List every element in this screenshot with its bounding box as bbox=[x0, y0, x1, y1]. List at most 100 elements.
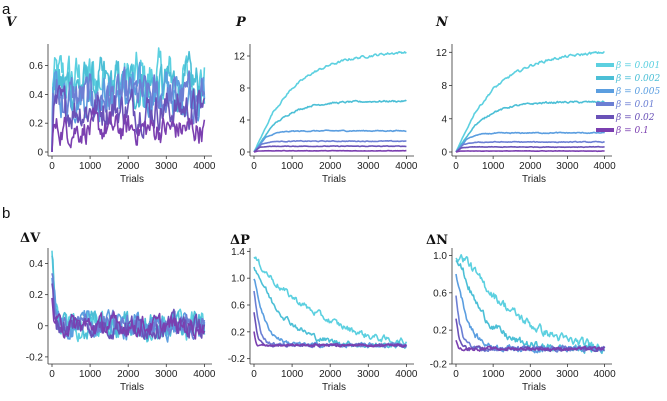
series-line bbox=[455, 339, 606, 352]
chart-panel: 0 1000 2000 3000 4000 -0.2 0.2 0.6 1.0 Trials ΔN bbox=[426, 233, 616, 393]
legend-entry: β = 0.01 bbox=[596, 100, 655, 110]
y-tick-label: -0.2 bbox=[26, 352, 44, 363]
series-line bbox=[455, 254, 605, 353]
y-tick-label: 0.2 bbox=[29, 119, 43, 130]
legend-entry: β = 0.1 bbox=[596, 126, 649, 136]
y-tick-label: 0.2 bbox=[433, 326, 447, 337]
x-axis-label: Trials bbox=[522, 174, 546, 185]
x-axis-label: Trials bbox=[322, 174, 346, 185]
x-tick-label: 4000 bbox=[193, 369, 216, 380]
y-tick-label: 0 bbox=[37, 321, 43, 332]
y-tick-label: 0.6 bbox=[231, 301, 245, 312]
y-tick-label: 0.2 bbox=[29, 290, 43, 301]
y-tick-label: 0.4 bbox=[29, 90, 43, 101]
x-tick-label: 0 bbox=[49, 369, 55, 380]
series-line bbox=[253, 139, 407, 153]
series-line bbox=[455, 131, 606, 153]
legend-label: β = 0.005 bbox=[615, 87, 661, 97]
x-tick-label: 4000 bbox=[193, 161, 216, 172]
legend-label: β = 0.002 bbox=[615, 74, 661, 84]
panel-title: V bbox=[6, 15, 18, 30]
x-tick-label: 0 bbox=[453, 369, 459, 380]
x-tick-label: 3000 bbox=[357, 369, 380, 380]
series-line bbox=[253, 145, 407, 153]
x-tick-label: 2000 bbox=[117, 369, 140, 380]
x-tick-label: 0 bbox=[251, 161, 257, 172]
x-tick-label: 0 bbox=[49, 161, 55, 172]
series-line bbox=[253, 149, 407, 153]
chart-panel: 0 1000 2000 3000 4000 0 0.2 0.4 0.6 Trials V bbox=[6, 15, 216, 185]
x-tick-label: 2000 bbox=[319, 369, 342, 380]
y-tick-label: -0.2 bbox=[228, 354, 246, 365]
series-line bbox=[455, 145, 605, 153]
x-tick-label: 0 bbox=[251, 369, 257, 380]
y-tick-label: 12 bbox=[234, 52, 246, 63]
x-tick-label: 1000 bbox=[281, 369, 304, 380]
legend-label: β = 0.01 bbox=[615, 100, 655, 110]
x-tick-label: 4000 bbox=[395, 369, 418, 380]
x-axis-label: Trials bbox=[522, 382, 546, 393]
panel-title: ΔV bbox=[20, 231, 41, 246]
y-tick-label: 8 bbox=[239, 84, 245, 95]
x-axis-label: Trials bbox=[120, 382, 144, 393]
legend-label: β = 0.1 bbox=[615, 126, 649, 136]
panel-title: P bbox=[235, 15, 247, 30]
panel-title-text: ΔP bbox=[230, 233, 250, 248]
panel-title-text: ΔN bbox=[426, 233, 448, 248]
x-tick-label: 2000 bbox=[319, 161, 342, 172]
y-tick-label: 8 bbox=[441, 81, 447, 92]
x-tick-label: 0 bbox=[453, 161, 459, 172]
panel-title-text: ΔV bbox=[20, 231, 41, 246]
legend-entry: β = 0.02 bbox=[596, 113, 655, 123]
x-tick-label: 1000 bbox=[79, 161, 102, 172]
series-line bbox=[51, 297, 206, 340]
series-line bbox=[51, 283, 206, 340]
x-tick-label: 4000 bbox=[593, 161, 616, 172]
chart-panel: 0 1000 2000 3000 4000 0 4 8 12 Trials N bbox=[435, 15, 616, 185]
x-tick-label: 3000 bbox=[556, 161, 579, 172]
x-axis-label: Trials bbox=[120, 174, 144, 185]
y-tick-label: 0 bbox=[441, 148, 447, 159]
series-line bbox=[455, 140, 605, 153]
series-line bbox=[455, 51, 605, 153]
panel-title: ΔP bbox=[230, 233, 250, 248]
legend-entry: β = 0.005 bbox=[596, 87, 661, 97]
x-axis-label: Trials bbox=[322, 382, 346, 393]
y-tick-label: 0.2 bbox=[231, 327, 245, 338]
series-line bbox=[253, 256, 408, 347]
legend-entry: β = 0.001 bbox=[596, 61, 660, 71]
series-line bbox=[455, 100, 605, 153]
x-tick-label: 2000 bbox=[117, 161, 140, 172]
panel-title: N bbox=[435, 15, 449, 30]
x-tick-label: 3000 bbox=[155, 369, 178, 380]
x-tick-label: 3000 bbox=[155, 161, 178, 172]
y-tick-label: 0.6 bbox=[433, 288, 447, 299]
panel-title: ΔN bbox=[426, 233, 448, 248]
legend-entry: β = 0.002 bbox=[596, 74, 661, 84]
legend-label: β = 0.001 bbox=[615, 61, 660, 71]
x-tick-label: 4000 bbox=[593, 369, 616, 380]
x-tick-label: 3000 bbox=[357, 161, 380, 172]
legend: β = 0.001 β = 0.002 β = 0.005 β = 0.01 β… bbox=[596, 61, 661, 136]
y-tick-label: 4 bbox=[441, 114, 447, 125]
y-tick-label: 0.4 bbox=[29, 259, 43, 270]
legend-label: β = 0.02 bbox=[615, 113, 655, 123]
series-line bbox=[51, 107, 206, 153]
panel-letter-b: b bbox=[2, 205, 10, 222]
y-tick-label: 1.0 bbox=[231, 274, 245, 285]
y-tick-label: 4 bbox=[239, 116, 245, 127]
series-line bbox=[253, 99, 407, 153]
x-tick-label: 2000 bbox=[519, 161, 542, 172]
y-tick-label: 0 bbox=[37, 148, 43, 159]
chart-panel: 0 1000 2000 3000 4000 -0.2 0 0.2 0.4 Trials ΔV bbox=[20, 231, 216, 393]
y-tick-label: 12 bbox=[436, 48, 448, 59]
x-tick-label: 2000 bbox=[519, 369, 542, 380]
chart-panel: 0 1000 2000 3000 4000 -0.2 0.2 0.6 1.0 1.4 Trials Δ… bbox=[228, 233, 418, 393]
series-line bbox=[253, 129, 407, 153]
x-tick-label: 1000 bbox=[482, 161, 505, 172]
series-line bbox=[253, 331, 407, 348]
y-tick-label: 1.4 bbox=[231, 247, 245, 258]
y-tick-label: -0.2 bbox=[430, 360, 448, 371]
series-line bbox=[253, 51, 407, 153]
